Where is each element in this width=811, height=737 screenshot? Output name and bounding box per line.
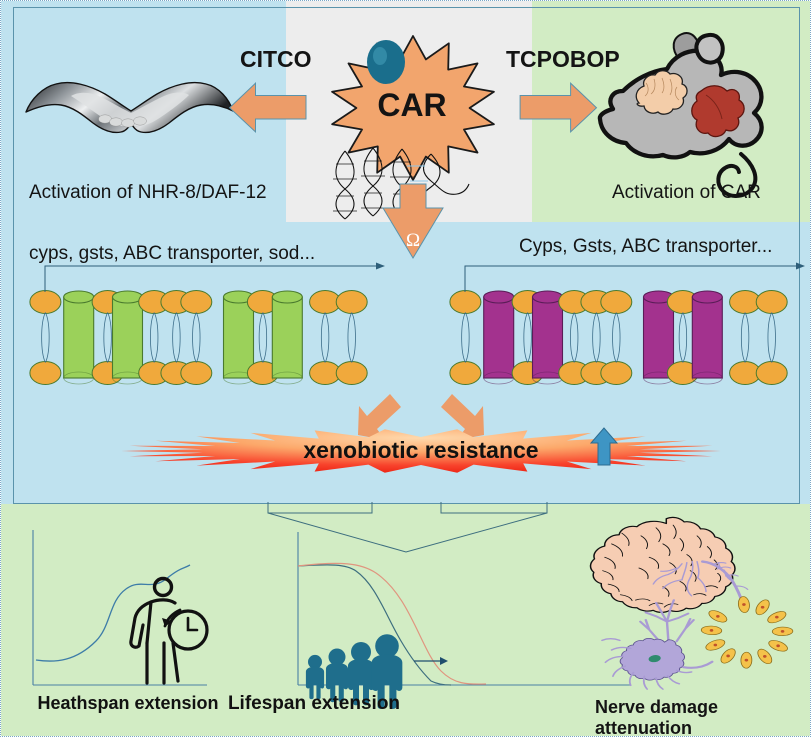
svg-text:Heathspan extension: Heathspan extension xyxy=(37,693,218,713)
svg-text:Ω: Ω xyxy=(406,230,420,251)
svg-text:CAR: CAR xyxy=(377,87,446,123)
svg-text:xenobiotic resistance: xenobiotic resistance xyxy=(303,437,538,463)
svg-text:Lifespan extension: Lifespan extension xyxy=(228,693,400,714)
